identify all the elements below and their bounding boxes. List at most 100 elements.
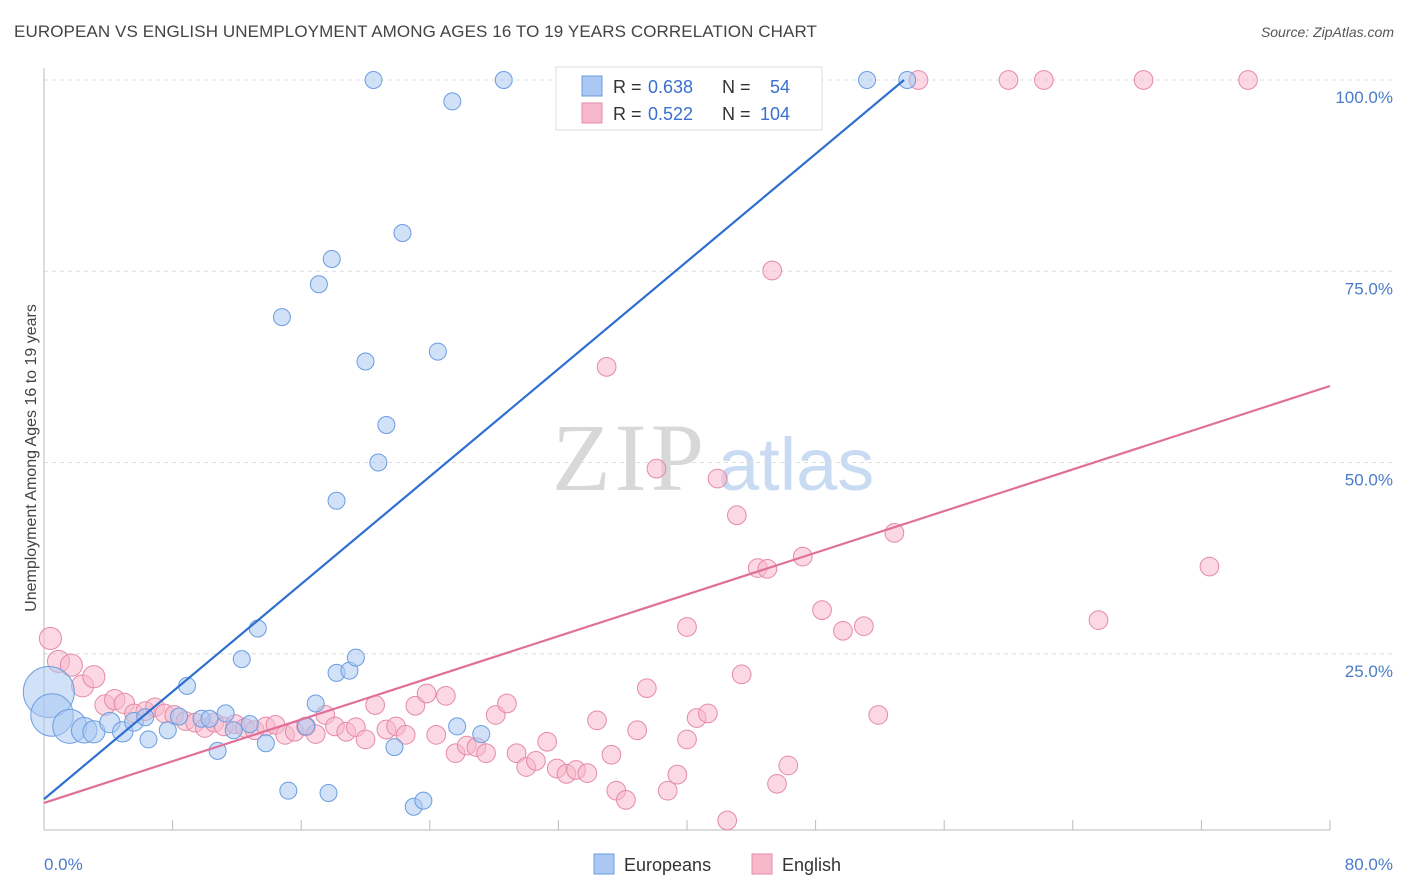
- data-point: [853, 616, 874, 637]
- data-point: [82, 665, 106, 689]
- bottom-legend: Europeans English: [593, 853, 841, 875]
- watermark-atlas: atlas: [718, 423, 874, 506]
- y-tick-label-50: 50.0%: [1345, 471, 1393, 490]
- data-point: [707, 468, 728, 489]
- data-point: [428, 342, 447, 361]
- trend-lines: [43, 79, 1331, 804]
- data-point: [537, 731, 557, 752]
- data-point: [279, 781, 298, 800]
- data-point: [1199, 556, 1220, 577]
- legend-r-label-2: R =: [613, 104, 642, 124]
- y-tick-label-100: 100.0%: [1335, 88, 1393, 107]
- data-point: [393, 224, 412, 242]
- legend-r-value-1: 0.638: [648, 77, 693, 97]
- trend-line-english: [43, 384, 1331, 804]
- english-points: [38, 70, 1258, 831]
- data-point: [1238, 70, 1258, 90]
- data-point: [506, 743, 527, 764]
- data-point: [216, 704, 235, 723]
- data-point: [309, 275, 328, 294]
- data-point: [601, 744, 622, 765]
- data-point: [526, 751, 546, 771]
- data-point: [377, 416, 396, 435]
- data-point: [170, 707, 189, 726]
- data-point: [327, 491, 346, 510]
- data-point: [256, 734, 275, 753]
- source-credit: Source: ZipAtlas.com: [1260, 24, 1394, 40]
- data-point: [472, 725, 491, 744]
- y-tick-labels: 25.0% 50.0% 75.0% 100.0%: [1335, 88, 1393, 681]
- data-point: [38, 626, 62, 651]
- data-point: [677, 729, 697, 750]
- data-point: [224, 721, 243, 740]
- gridlines: [44, 79, 1396, 655]
- data-point: [812, 600, 832, 620]
- data-point: [577, 763, 598, 783]
- data-point: [319, 783, 338, 802]
- data-point: [778, 755, 799, 776]
- bottom-legend-swatch-europeans: [593, 853, 615, 875]
- data-point: [136, 708, 155, 727]
- data-point: [833, 620, 853, 641]
- data-point: [139, 730, 158, 749]
- legend-n-label-1: N =: [722, 77, 751, 97]
- data-point: [158, 721, 177, 740]
- data-point: [476, 743, 496, 764]
- data-point: [436, 685, 456, 706]
- data-point: [322, 250, 341, 269]
- data-point: [898, 71, 917, 89]
- data-point: [369, 453, 388, 472]
- trend-line-europeans: [43, 79, 905, 800]
- legend-n-value-2: 104: [760, 104, 790, 124]
- data-point: [677, 617, 697, 637]
- data-point: [667, 764, 688, 785]
- data-point: [868, 705, 889, 725]
- data-point: [200, 709, 219, 728]
- data-point: [998, 70, 1019, 90]
- data-point: [731, 664, 752, 685]
- data-point: [306, 694, 325, 713]
- data-point: [646, 458, 667, 479]
- data-point: [762, 260, 783, 281]
- data-point: [717, 810, 738, 831]
- data-point: [627, 720, 648, 741]
- legend-swatch-europeans: [581, 75, 603, 97]
- bottom-legend-swatch-english: [751, 853, 773, 875]
- data-point: [426, 724, 447, 745]
- y-tick-label-25: 25.0%: [1345, 662, 1393, 681]
- data-point: [248, 619, 267, 638]
- data-point: [616, 790, 636, 810]
- x-tick-label-max: 80.0%: [1345, 855, 1393, 874]
- bottom-legend-europeans: Europeans: [624, 855, 711, 875]
- legend-box: R = 0.638 N = 54 R = 0.522 N = 104: [555, 66, 823, 131]
- data-point: [858, 71, 877, 89]
- watermark-zip: ZIP: [552, 404, 708, 511]
- legend-r-value-2: 0.522: [648, 104, 693, 124]
- data-point: [448, 717, 467, 736]
- chart-title: EUROPEAN VS ENGLISH UNEMPLOYMENT AMONG A…: [14, 22, 818, 41]
- data-point: [59, 653, 83, 677]
- data-point: [1034, 70, 1054, 90]
- legend-r-label-1: R =: [613, 77, 642, 97]
- data-point: [497, 693, 517, 714]
- data-point: [355, 729, 376, 750]
- data-point: [767, 773, 787, 794]
- data-point: [726, 505, 747, 526]
- data-point: [587, 710, 607, 731]
- watermark: ZIP atlas: [552, 404, 874, 511]
- data-point: [346, 648, 365, 667]
- x-tick-label-min: 0.0%: [44, 855, 83, 874]
- y-axis-title: Unemployment Among Ages 16 to 19 years: [23, 304, 40, 612]
- legend-n-value-1: 54: [770, 77, 790, 97]
- data-point: [272, 308, 291, 327]
- data-point: [1088, 610, 1109, 630]
- data-point: [240, 715, 259, 734]
- data-point: [443, 92, 462, 111]
- data-point: [416, 683, 437, 704]
- data-point: [405, 695, 426, 716]
- data-point: [494, 71, 513, 89]
- data-point: [1133, 70, 1154, 90]
- data-point: [208, 741, 227, 760]
- data-point: [657, 780, 678, 801]
- legend-swatch-english: [581, 102, 603, 124]
